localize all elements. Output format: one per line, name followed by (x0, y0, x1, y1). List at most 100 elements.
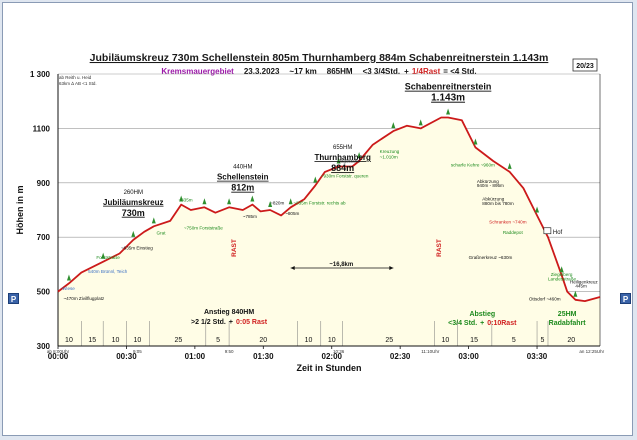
segment-minutes: 10 (305, 337, 313, 344)
waypoint-label: Schranken ~740m (489, 220, 527, 225)
waypoint-label: ~470m Zivilflugplatz (63, 296, 104, 301)
segment-time: an 12:25Uhr (579, 349, 604, 354)
waypoint-label: Abkürzung (482, 196, 504, 201)
waypoint-label: Forststraße (96, 255, 120, 260)
segment-minutes: 5 (512, 337, 516, 344)
y-tick-label: 300 (37, 342, 51, 351)
tree-icon (101, 252, 106, 259)
anstieg-rast: 0:05 Rast (236, 319, 268, 326)
tree-icon (288, 198, 293, 205)
abstieg-rast: 0:10Rast (487, 320, 517, 327)
hm25-label: 25HM (558, 311, 577, 318)
page-badge: 20/23 (576, 63, 594, 70)
tree-icon (535, 206, 540, 213)
summit-name: Schellenstein (217, 173, 269, 182)
subtitle-time-total: = <4 Std. (443, 67, 476, 76)
distance-arrowhead (290, 266, 295, 270)
summit-hm: 655HM (333, 145, 352, 151)
segment-minutes: 5 (216, 337, 220, 344)
abstieg-time-value: <3/4 Std. (448, 320, 477, 327)
segment-minutes: 15 (470, 337, 478, 344)
waypoint-label: ~785m (243, 214, 257, 219)
subtitle-area: Kremsmauergebiet (161, 67, 234, 76)
distance-arrowhead (389, 266, 394, 270)
segment-minutes: 5 (541, 337, 545, 344)
waypoint-label: ~750m Forststraße (184, 226, 223, 231)
parking-right-button[interactable]: P (620, 293, 631, 304)
y-tick-label: 1100 (33, 124, 51, 133)
segment-minutes: 20 (259, 337, 267, 344)
subtitle-plus: + (404, 67, 409, 76)
tree-icon (250, 195, 255, 202)
chart-frame: Jubiläumskreuz 730m Schellenstein 805m T… (2, 2, 633, 436)
segment-time: 9:50 (225, 349, 234, 354)
tree-icon (151, 217, 156, 224)
waypoint-label: Abkürzung (477, 179, 499, 184)
rast-label: RAST (436, 239, 443, 257)
abstieg-time: <3/4 Std. +0:10Rast (448, 320, 517, 327)
x-tick-label: 03:30 (527, 352, 548, 361)
waypoint-label: Raddepot (503, 230, 524, 235)
waypoint-label: ~835m (178, 197, 192, 202)
segment-minutes: 25 (175, 337, 183, 344)
waypoint-label: 445m (575, 284, 587, 289)
y-tick-label: 500 (37, 288, 51, 297)
waypoint-label: ~835m Forststr. rechts ab (293, 201, 346, 206)
tree-icon (357, 152, 362, 159)
waypoint-label: Graßnerkreuz ~630m (469, 255, 513, 260)
abstieg-plus: + (480, 320, 484, 327)
tree-icon (473, 138, 478, 145)
tree-icon (313, 176, 318, 183)
tree-icon (336, 157, 341, 164)
segment-minutes: 15 (88, 337, 96, 344)
segment-minutes: 10 (441, 337, 449, 344)
credit-line-1: ab Reith u. Heid (59, 75, 92, 80)
abstieg-label: Abstieg (469, 311, 495, 318)
subtitle-dist: ~17 km (289, 67, 316, 76)
tree-icon (66, 274, 71, 281)
waypoint-label: Jagdstand (339, 159, 361, 164)
anstieg-plus: + (229, 319, 233, 326)
plot-area: 300 500 700 900 1100 1 300 10 15 10 10 25 5 20 10 10 25… (15, 70, 605, 373)
tree-icon (418, 119, 423, 126)
waypoint-label: Landesstraße (548, 277, 577, 282)
segment-minutes: 10 (65, 337, 73, 344)
subtitle-hm: 865HM (327, 67, 353, 76)
distance-label: ~16,8km (329, 262, 353, 268)
summit-elevation: 730m (122, 208, 145, 218)
anstieg-time-value: >2 1/2 Std. (191, 319, 226, 326)
segment-minutes: 20 (567, 337, 575, 344)
hof-label: Hof (553, 230, 563, 236)
summit-name: Schabenreitnerstein (405, 82, 492, 92)
summit-elevation: 884m (331, 163, 354, 173)
waypoint-label: 540m Brünnl, Teich (88, 269, 128, 274)
tree-icon (179, 195, 184, 202)
waypoint-label: Grat (157, 230, 167, 235)
waypoint-label: Ottsdorf ~460m (529, 296, 561, 301)
parking-left-button[interactable]: P (8, 293, 19, 304)
y-axis-label: Höhen in m (15, 186, 25, 235)
tree-icon (202, 198, 207, 205)
anstieg-time: >2 1/2 Std. +0:05 Rast (191, 319, 268, 326)
waypoint-label: scharfe Kehre ~960m (451, 162, 495, 167)
y-tick-label: 900 (37, 179, 51, 188)
segment-minutes: 10 (112, 337, 120, 344)
page-badge-box (572, 58, 598, 72)
credit-line-2: 63km ∆ AB <1 Std. (59, 81, 97, 86)
waypoint-label: ~930m Forststr. queren (321, 173, 369, 178)
segment-time: 9:05 (133, 349, 142, 354)
elevation-chart: Jubiläumskreuz 730m Schellenstein 805m T… (15, 52, 605, 373)
tree-icon (268, 201, 273, 207)
segment-minutes: 10 (328, 337, 336, 344)
tree-icon (227, 198, 232, 205)
segment-time: 10:36 (333, 349, 345, 354)
anstieg-label: Anstieg 840HM (204, 309, 254, 316)
radabfahrt-label: Radabfahrt (549, 320, 587, 327)
rast-label: RAST (231, 239, 238, 257)
tree-icon (559, 266, 564, 273)
profile-line (57, 116, 601, 303)
summit-hm: 260HM (124, 190, 143, 196)
hof-icon (543, 227, 552, 235)
summit-name: Jubiläumskreuz (103, 198, 163, 207)
waypoint-label: Wiese (62, 286, 75, 291)
